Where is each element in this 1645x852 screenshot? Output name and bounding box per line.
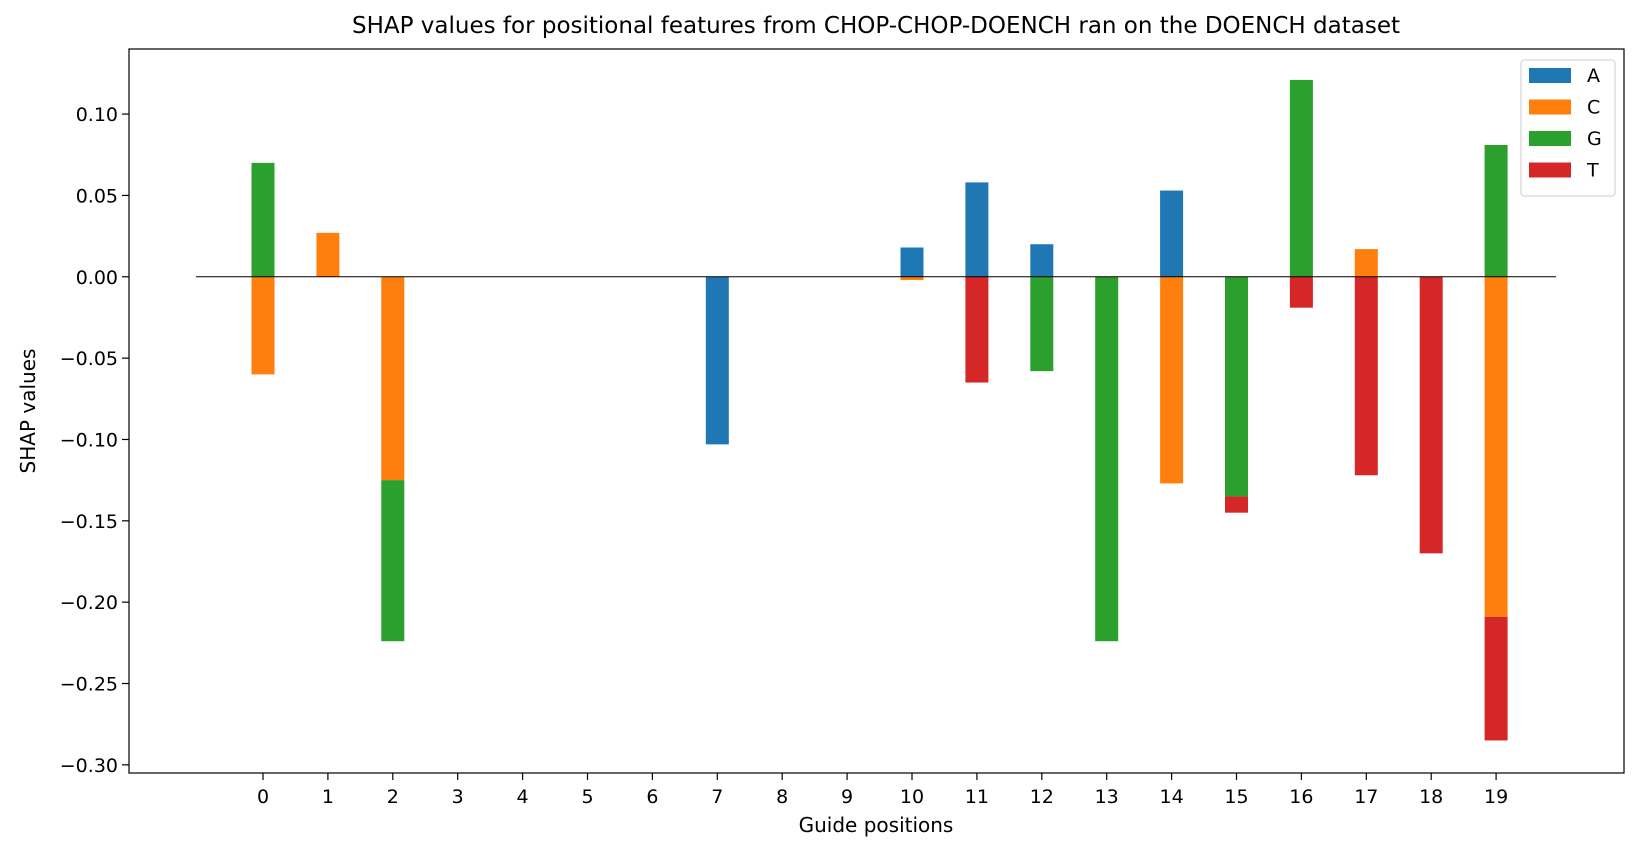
legend-label-A: A: [1587, 65, 1600, 87]
bar-G-12: [1030, 276, 1054, 372]
bar-T-11: [965, 276, 989, 383]
bar-A-12: [1030, 244, 1054, 277]
legend-swatch-C: [1529, 99, 1571, 115]
y-axis: 0.10 0.05 0.00 −0.05 −0.10 −0.15 −0.20 −0.25 −0.…: [60, 104, 129, 777]
x-tick-label: 5: [581, 786, 593, 808]
y-tick-label: 0.05: [76, 185, 118, 207]
bar-C-2: [381, 276, 405, 481]
bar-C-10: [900, 276, 924, 281]
bars: [251, 79, 1508, 741]
bar-T-16: [1289, 276, 1313, 308]
bar-A-10: [900, 247, 924, 277]
bar-T-18: [1419, 276, 1443, 554]
x-tick-label: 1: [322, 786, 334, 808]
bar-G-13: [1095, 276, 1119, 642]
bar-C-1: [316, 232, 340, 277]
bar-A-11: [965, 182, 989, 277]
x-tick-label: 0: [257, 786, 269, 808]
x-tick-label: 6: [646, 786, 658, 808]
x-tick-label: 17: [1354, 786, 1378, 808]
x-tick-label: 2: [387, 786, 399, 808]
y-tick-label: −0.15: [60, 511, 118, 533]
x-tick-label: 10: [900, 786, 924, 808]
y-axis-label: SHAP values: [16, 349, 40, 474]
chart-title: SHAP values for positional features from…: [352, 13, 1400, 39]
x-tick-label: 13: [1095, 786, 1119, 808]
legend-box: [1520, 59, 1616, 197]
bar-C-0: [251, 276, 275, 375]
x-tick-label: 18: [1419, 786, 1443, 808]
bar-A-14: [1160, 190, 1184, 277]
bar-C-14: [1160, 276, 1184, 484]
plot-frame: [128, 48, 1625, 774]
bar-G-0: [251, 162, 275, 277]
bar-T-17: [1354, 276, 1378, 476]
x-tick-label: 11: [965, 786, 989, 808]
x-axis-label: Guide positions: [799, 813, 954, 837]
x-tick-label: 9: [841, 786, 853, 808]
legend-swatch-T: [1529, 162, 1571, 178]
x-tick-label: 16: [1289, 786, 1313, 808]
y-tick-label: −0.25: [60, 674, 118, 696]
bar-C-19: [1484, 276, 1508, 617]
y-tick-label: 0.10: [76, 104, 118, 126]
legend-label-C: C: [1587, 97, 1600, 119]
bar-G-19: [1484, 144, 1508, 277]
x-tick-label: 15: [1224, 786, 1248, 808]
y-tick-label: 0.00: [76, 267, 118, 289]
y-tick-label: −0.20: [60, 592, 118, 614]
y-tick-label: −0.30: [60, 755, 118, 777]
x-axis: 0 1 2 3 4 5 6 7 8 9 10 11 12 13 14 15 16 17 18 19: [257, 773, 1508, 808]
x-tick-label: 14: [1160, 786, 1184, 808]
bar-C-17: [1354, 249, 1378, 277]
bar-G-2: [381, 480, 405, 642]
bar-T-15: [1225, 496, 1248, 513]
legend-label-T: T: [1586, 160, 1599, 182]
x-tick-label: 3: [452, 786, 464, 808]
x-tick-label: 12: [1030, 786, 1054, 808]
y-tick-label: −0.05: [60, 348, 118, 370]
x-tick-label: 4: [517, 786, 529, 808]
bar-G-15: [1225, 276, 1248, 497]
y-tick-label: −0.10: [60, 429, 118, 451]
bar-T-19: [1484, 616, 1508, 741]
x-tick-label: 8: [776, 786, 788, 808]
legend-swatch-A: [1529, 68, 1571, 83]
bar-G-16: [1289, 79, 1313, 277]
plot-area: [129, 49, 1624, 773]
x-tick-label: 19: [1484, 786, 1508, 808]
legend-swatch-G: [1529, 131, 1571, 146]
x-tick-label: 7: [711, 786, 723, 808]
bar-A-7: [705, 276, 729, 445]
legend-label-G: G: [1587, 128, 1602, 150]
